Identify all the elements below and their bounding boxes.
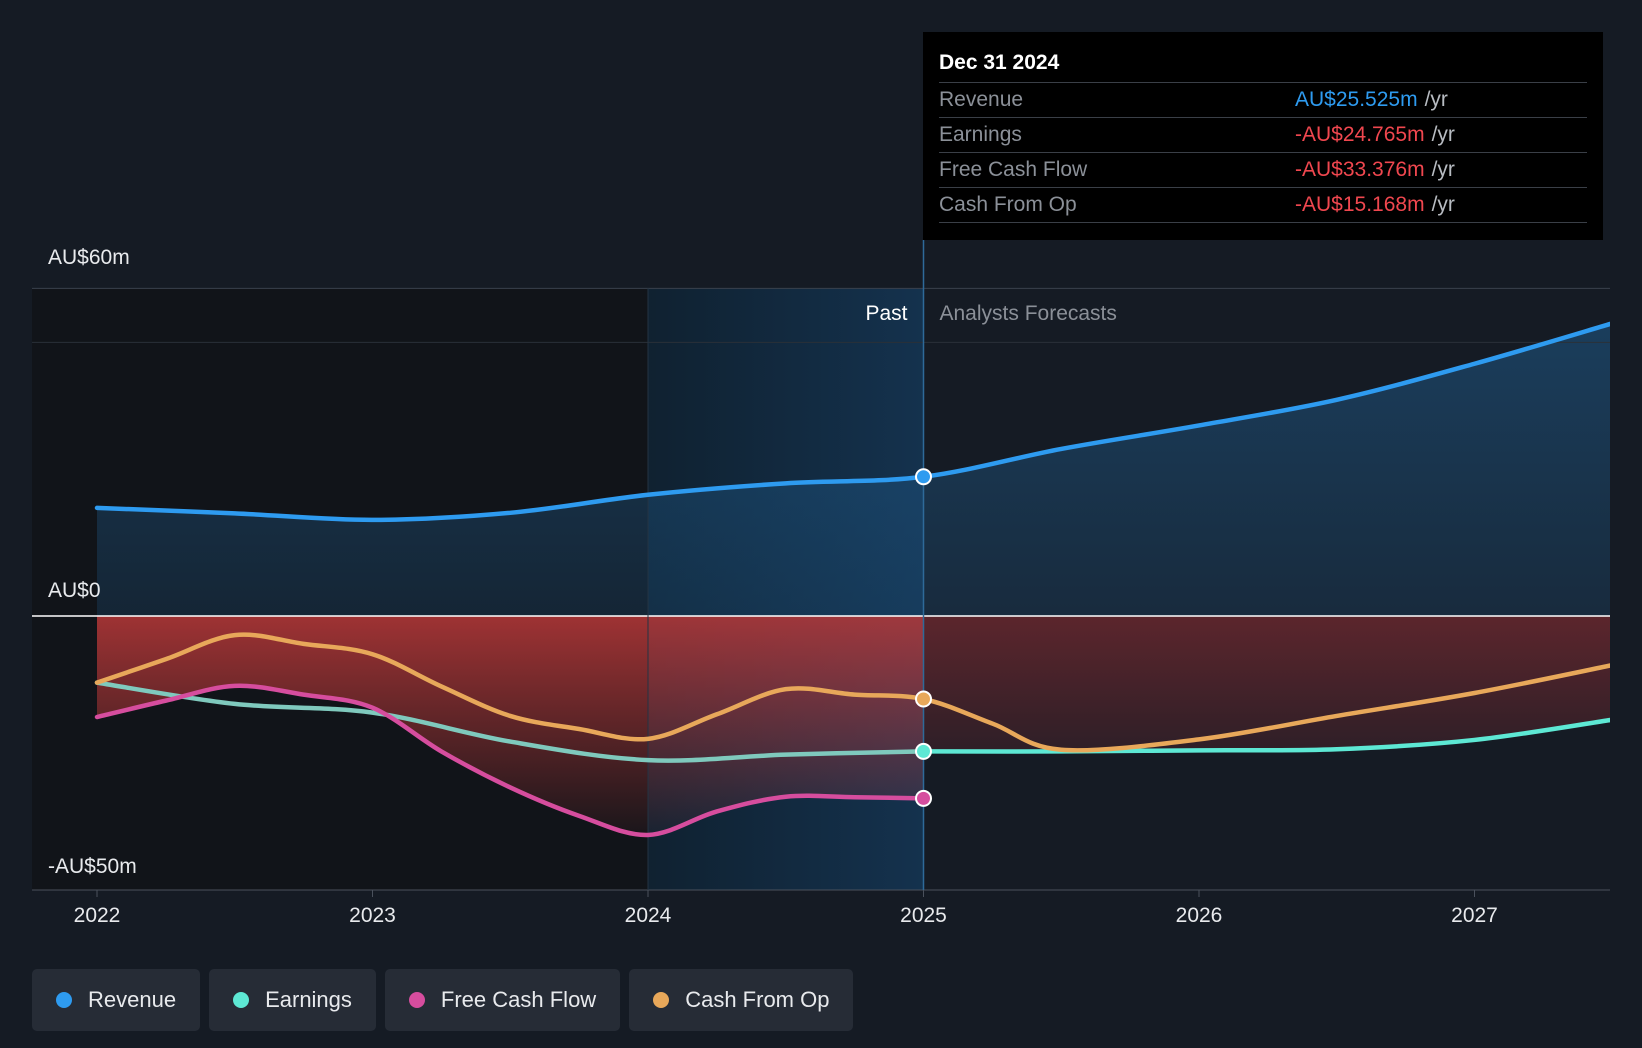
tooltip-label: Cash From Op <box>939 193 1077 216</box>
past-negative-area <box>97 616 924 835</box>
revenue-dot-icon <box>56 992 72 1008</box>
cash-from-op-marker <box>915 690 932 708</box>
legend: Revenue Earnings Free Cash Flow Cash Fro… <box>32 969 862 1031</box>
forecast-label: Analysts Forecasts <box>940 302 1117 325</box>
y-tick-label: AU$0 <box>48 579 101 602</box>
tooltip-unit: /yr <box>1431 193 1455 216</box>
earnings-line-forecast <box>921 717 1610 754</box>
free-cash-flow-dot-icon <box>408 992 425 1008</box>
y-tick-label: -AU$50m <box>48 855 137 878</box>
cash-from-op-line <box>94 632 1610 753</box>
y-tick-label: AU$60m <box>48 246 130 269</box>
legend-label: Cash From Op <box>685 987 830 1012</box>
tooltip-unit: /yr <box>1431 158 1455 181</box>
forecast-negative-area <box>923 616 1610 752</box>
x-tick-label: 2027 <box>1451 904 1498 927</box>
legend-label: Revenue <box>88 987 177 1012</box>
tooltip-row-free-cash-flow: Free Cash Flow -AU$33.376m /yr <box>939 153 1587 188</box>
legend-label: Earnings <box>265 987 352 1012</box>
tooltip-value: -AU$15.168m <box>1295 193 1425 216</box>
x-tick-label: 2024 <box>625 904 672 927</box>
tooltip-unit: /yr <box>1431 123 1455 146</box>
revenue-marker <box>915 468 932 486</box>
legend-item-cash-from-op[interactable]: Cash From Op <box>629 969 854 1031</box>
revenue-area <box>97 324 1610 616</box>
tooltip-label: Revenue <box>939 88 1024 111</box>
x-tick-label: 2022 <box>74 904 121 927</box>
tooltip-date: Dec 31 2024 <box>939 48 1587 83</box>
tooltip-value: -AU$24.765m <box>1295 123 1425 146</box>
x-tick-label: 2026 <box>1176 904 1223 927</box>
cash-from-op-dot-icon <box>653 992 670 1008</box>
free-cash-flow-line <box>94 683 926 838</box>
legend-label: Free Cash Flow <box>440 987 597 1012</box>
legend-item-earnings[interactable]: Earnings <box>209 969 376 1031</box>
tooltip: Dec 31 2024 Revenue AU$25.525m /yr Earni… <box>923 32 1603 240</box>
x-tick-label: 2025 <box>900 904 947 927</box>
tooltip-unit: /yr <box>1424 88 1448 111</box>
tooltip-value: -AU$33.376m <box>1295 158 1425 181</box>
tooltip-label: Earnings <box>939 123 1022 146</box>
tooltip-row-cash-from-op: Cash From Op -AU$15.168m /yr <box>939 188 1587 223</box>
earnings-line-past <box>94 680 926 763</box>
tooltip-value: AU$25.525m <box>1295 88 1418 111</box>
past-label: Past <box>865 302 907 325</box>
legend-item-free-cash-flow[interactable]: Free Cash Flow <box>384 969 621 1031</box>
tooltip-row-earnings: Earnings -AU$24.765m /yr <box>939 118 1587 153</box>
tooltip-label: Free Cash Flow <box>939 158 1088 181</box>
earnings-dot-icon <box>233 992 250 1008</box>
x-tick-label: 2023 <box>349 904 396 927</box>
revenue-line <box>94 321 1610 523</box>
tooltip-row-revenue: Revenue AU$25.525m /yr <box>939 83 1587 118</box>
legend-item-revenue[interactable]: Revenue <box>32 969 201 1031</box>
earnings-marker <box>915 742 932 760</box>
free-cash-flow-marker <box>915 789 932 807</box>
